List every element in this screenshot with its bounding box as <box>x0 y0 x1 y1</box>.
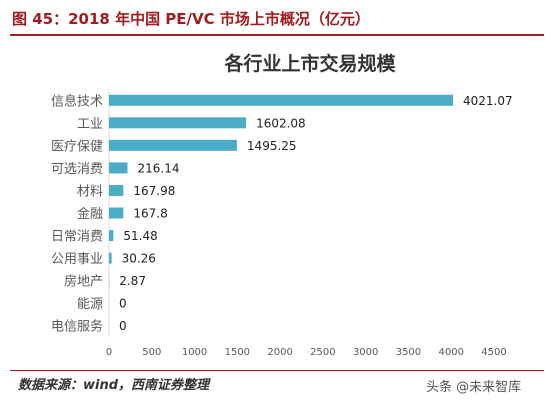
category-label: 公用事业 <box>51 252 103 267</box>
source-note: 数据来源：wind，西南证券整理 <box>18 378 210 393</box>
x-tick-label: 0 <box>106 347 112 358</box>
category-label: 医疗保健 <box>51 139 103 154</box>
category-label: 电信服务 <box>51 319 103 335</box>
bar <box>109 94 454 106</box>
x-tick-label: 4500 <box>481 347 506 358</box>
data-label: 0 <box>119 297 127 311</box>
data-label: 2.87 <box>119 274 146 288</box>
category-label: 信息技术 <box>51 93 103 109</box>
category-label: 房地产 <box>64 274 103 290</box>
x-tick-label: 2000 <box>267 347 292 358</box>
data-label: 167.98 <box>133 184 175 198</box>
x-tick-label: 3500 <box>396 347 421 358</box>
category-label: 金融 <box>77 206 103 222</box>
x-tick-label: 3000 <box>353 347 378 358</box>
data-label: 30.26 <box>122 252 156 266</box>
category-label: 日常消费 <box>51 230 103 245</box>
watermark: 头条 @未来智库 <box>426 380 522 395</box>
footer-rule <box>10 370 544 371</box>
bar <box>109 230 114 242</box>
x-tick-label: 500 <box>142 347 161 358</box>
x-tick-label: 1000 <box>182 347 207 358</box>
bar <box>109 139 237 151</box>
category-label: 可选消费 <box>51 162 103 177</box>
data-label: 216.14 <box>137 161 179 175</box>
bar <box>109 162 128 174</box>
category-label: 能源 <box>77 297 103 312</box>
data-label: 1602.08 <box>256 116 306 130</box>
figure-title: 图 45：2018 年中国 PE/VC 市场上市概况（亿元） <box>12 10 370 28</box>
data-label: 167.8 <box>133 207 167 221</box>
bar <box>109 207 124 219</box>
data-label: 51.48 <box>123 229 157 243</box>
category-label: 工业 <box>77 117 103 132</box>
x-tick-label: 2500 <box>310 347 335 358</box>
data-label: 1495.25 <box>247 139 297 153</box>
bar <box>109 184 124 196</box>
chart-title: 各行业上市交易规模 <box>224 53 396 75</box>
x-tick-label: 1500 <box>225 347 250 358</box>
category-label: 材料 <box>77 184 103 199</box>
data-label: 4021.07 <box>463 94 513 108</box>
title-rule <box>10 34 544 36</box>
x-tick-label: 4000 <box>438 347 463 358</box>
bar <box>109 117 247 129</box>
bar <box>109 252 112 264</box>
data-label: 0 <box>119 319 127 333</box>
